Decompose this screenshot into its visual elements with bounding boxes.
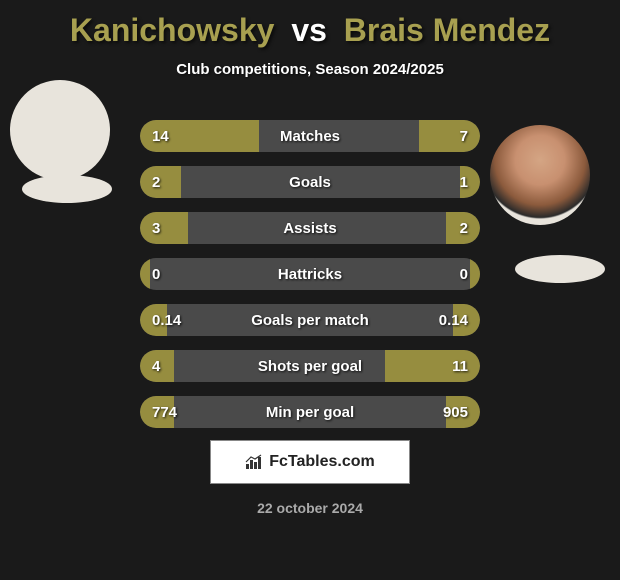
stat-row: 774905Min per goal (140, 396, 480, 428)
stat-row: 411Shots per goal (140, 350, 480, 382)
subtitle: Club competitions, Season 2024/2025 (0, 61, 620, 78)
player-right-avatar (490, 125, 590, 225)
stat-row: 0.140.14Goals per match (140, 304, 480, 336)
logo-chart-icon (245, 454, 263, 470)
stat-label: Hattricks (140, 266, 480, 283)
player-left-badge (22, 175, 112, 203)
vs-text: vs (291, 12, 327, 48)
date: 22 october 2024 (0, 500, 620, 516)
player-right-badge (515, 255, 605, 283)
comparison-title: Kanichowsky vs Brais Mendez (0, 0, 620, 49)
stat-row: 00Hattricks (140, 258, 480, 290)
logo-text: FcTables.com (269, 453, 375, 471)
logo: FcTables.com (210, 440, 410, 484)
stat-label: Min per goal (140, 404, 480, 421)
stat-label: Shots per goal (140, 358, 480, 375)
player-left-name: Kanichowsky (70, 12, 275, 48)
player-right-name: Brais Mendez (344, 12, 550, 48)
stat-label: Goals per match (140, 312, 480, 329)
stats-container: 147Matches 21Goals 32Assists 00Hattricks 0.1… (140, 120, 480, 442)
stat-row: 147Matches (140, 120, 480, 152)
stat-row: 32Assists (140, 212, 480, 244)
player-left-avatar (10, 80, 110, 180)
stat-label: Assists (140, 220, 480, 237)
stat-label: Matches (140, 128, 480, 145)
stat-row: 21Goals (140, 166, 480, 198)
stat-label: Goals (140, 174, 480, 191)
